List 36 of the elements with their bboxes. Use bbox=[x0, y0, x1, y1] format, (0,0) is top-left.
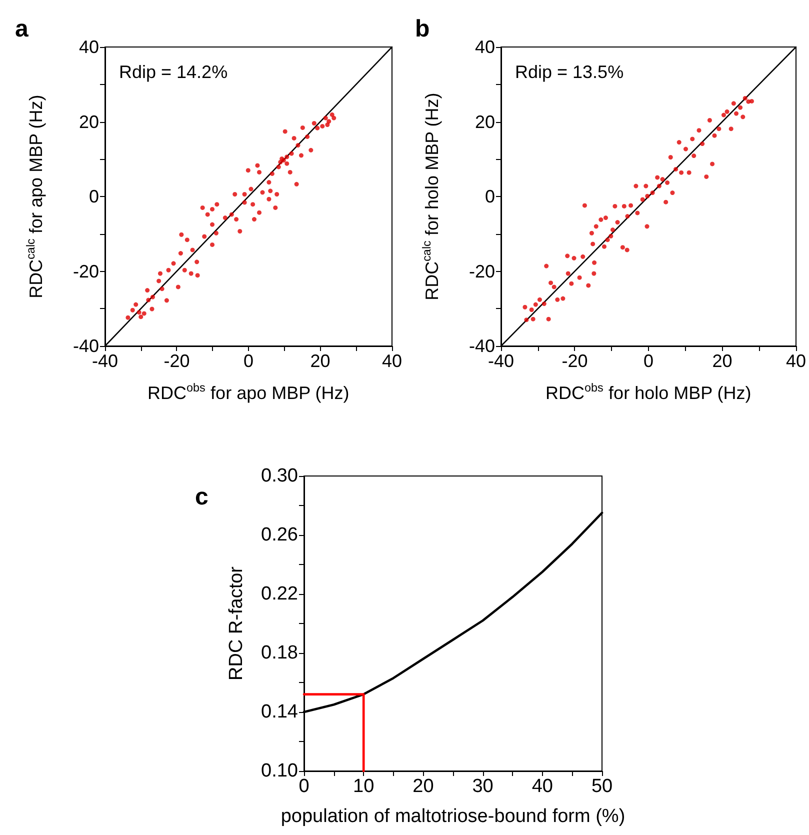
x-tick-label: 40 bbox=[382, 351, 402, 371]
y-tick-label: 40 bbox=[78, 37, 99, 57]
x-tick-label: 20 bbox=[310, 351, 330, 371]
y-tick-label: 0.30 bbox=[261, 466, 298, 486]
x-tick-label: -20 bbox=[164, 351, 190, 371]
x-tick-label: 0 bbox=[643, 351, 654, 371]
x-tick-label: 30 bbox=[472, 776, 494, 797]
y-tick-label: 0.22 bbox=[261, 584, 298, 604]
x-tick-label: 20 bbox=[412, 776, 434, 797]
y-axis-title: RDC R-factor bbox=[226, 566, 247, 681]
x-tick-label: 20 bbox=[712, 351, 732, 371]
y-tick-label: 0.18 bbox=[261, 642, 298, 664]
y-tick-label: 0.10 bbox=[261, 760, 298, 782]
x-tick-label: -20 bbox=[562, 351, 588, 371]
chart-title: c bbox=[195, 484, 208, 510]
y-tick-label: -20 bbox=[72, 261, 99, 282]
y-tick-label: -20 bbox=[468, 261, 495, 282]
chart-title: b bbox=[415, 16, 430, 42]
annotation: Rdip = 14.2% bbox=[119, 62, 228, 82]
y-axis-title: RDCcalc for holo MBP (Hz) bbox=[420, 92, 442, 300]
chart-title: a bbox=[15, 16, 29, 42]
y-tick-label: 0 bbox=[88, 186, 99, 206]
y-tick-label: 0.26 bbox=[261, 524, 298, 546]
x-axis-title: population of maltotriose-bound form (%) bbox=[280, 806, 626, 827]
annotation: Rdip = 13.5% bbox=[515, 62, 624, 82]
y-tick-label: 0 bbox=[484, 186, 495, 206]
x-tick-label: 0 bbox=[243, 351, 254, 371]
y-tick-label: 0.14 bbox=[261, 702, 298, 722]
x-tick-label: 40 bbox=[786, 351, 806, 371]
x-tick-label: 10 bbox=[353, 776, 374, 797]
y-axis-title: RDCcalc for apo MBP (Hz) bbox=[24, 94, 46, 298]
y-tick-label: 40 bbox=[474, 37, 495, 57]
y-tick-label: 20 bbox=[78, 112, 99, 132]
x-tick-label: 40 bbox=[532, 776, 553, 797]
y-tick-label: 20 bbox=[474, 112, 495, 132]
x-tick-label: 50 bbox=[591, 776, 613, 797]
